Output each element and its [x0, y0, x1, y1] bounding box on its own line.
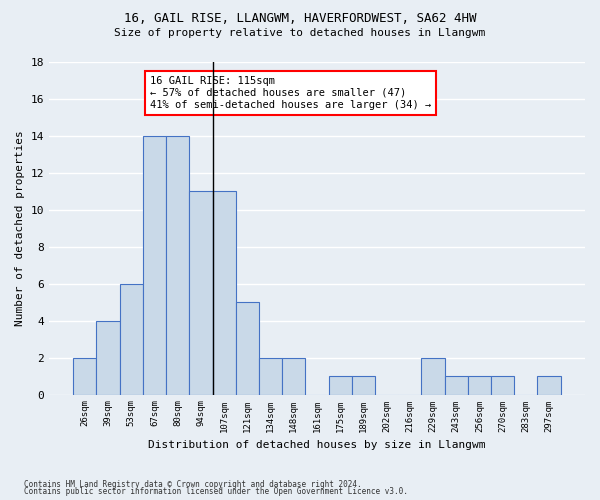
Bar	[119, 284, 143, 395]
Bar	[143, 136, 166, 394]
Y-axis label: Number of detached properties: Number of detached properties	[15, 130, 25, 326]
Text: Size of property relative to detached houses in Llangwm: Size of property relative to detached ho…	[115, 28, 485, 38]
Bar	[352, 376, 375, 394]
Bar	[259, 358, 282, 395]
Text: 16, GAIL RISE, LLANGWM, HAVERFORDWEST, SA62 4HW: 16, GAIL RISE, LLANGWM, HAVERFORDWEST, S…	[124, 12, 476, 26]
Bar	[97, 320, 119, 394]
Bar	[166, 136, 190, 394]
Bar	[468, 376, 491, 394]
Bar	[538, 376, 560, 394]
Bar	[212, 191, 236, 394]
Bar	[236, 302, 259, 394]
Bar	[445, 376, 468, 394]
Bar	[421, 358, 445, 395]
X-axis label: Distribution of detached houses by size in Llangwm: Distribution of detached houses by size …	[148, 440, 486, 450]
Text: Contains public sector information licensed under the Open Government Licence v3: Contains public sector information licen…	[24, 487, 408, 496]
Text: Contains HM Land Registry data © Crown copyright and database right 2024.: Contains HM Land Registry data © Crown c…	[24, 480, 362, 489]
Bar	[491, 376, 514, 394]
Bar	[73, 358, 97, 395]
Text: 16 GAIL RISE: 115sqm
← 57% of detached houses are smaller (47)
41% of semi-detac: 16 GAIL RISE: 115sqm ← 57% of detached h…	[150, 76, 431, 110]
Bar	[190, 191, 212, 394]
Bar	[329, 376, 352, 394]
Bar	[282, 358, 305, 395]
